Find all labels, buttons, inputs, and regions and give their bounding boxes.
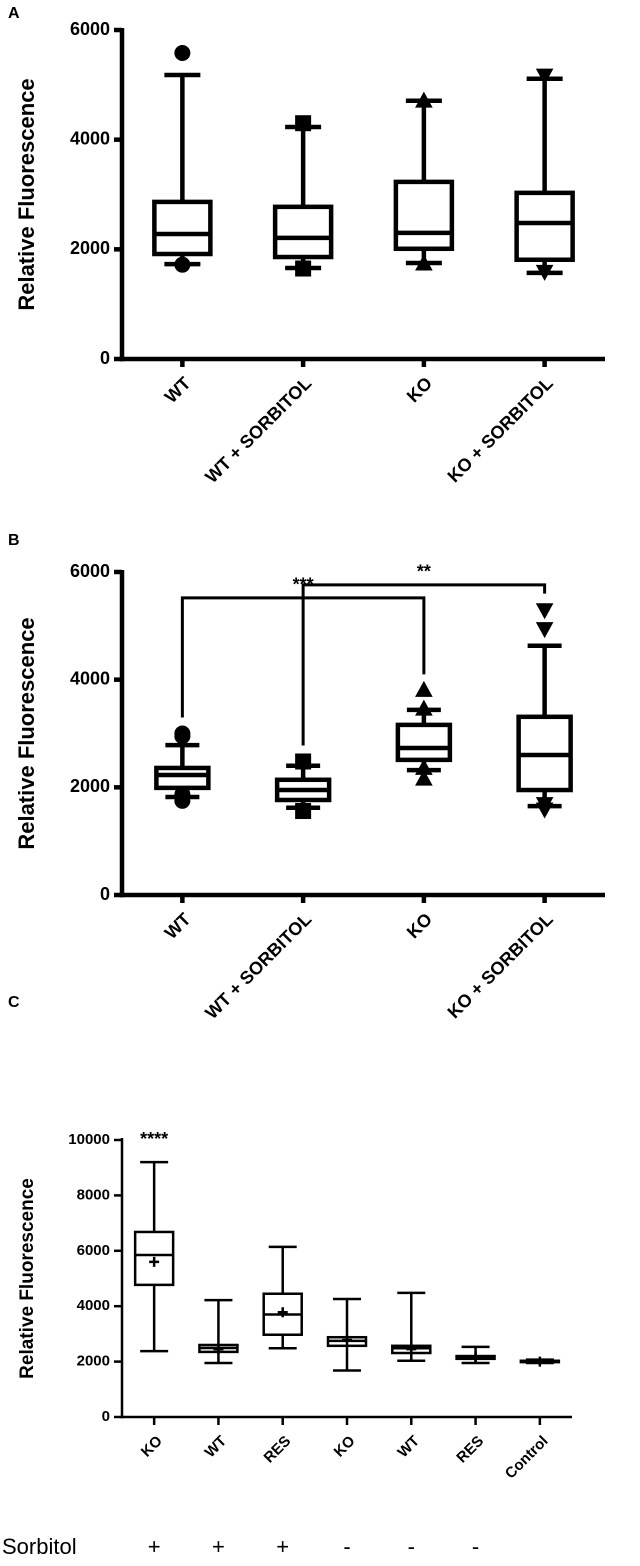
y-tick-label: 0 xyxy=(100,884,110,904)
x-tick-label: KO + SORBITOL xyxy=(444,909,557,1022)
whisker-high xyxy=(526,76,563,193)
outlier xyxy=(535,622,554,639)
outlier xyxy=(535,603,554,620)
outlier xyxy=(295,115,312,132)
y-tick-label: 0 xyxy=(102,1408,110,1425)
whisker-high xyxy=(405,98,442,182)
y-tick-label: 4000 xyxy=(77,1297,110,1314)
outlier xyxy=(174,45,191,62)
x-tick-label: KO xyxy=(403,909,436,942)
outlier xyxy=(174,792,191,809)
outlier xyxy=(535,68,554,85)
y-tick-label: 6000 xyxy=(77,1242,110,1259)
x-tick-label: KO + SORBITOL xyxy=(444,373,557,486)
y-axis-title: Relative Fluorescence xyxy=(17,1178,38,1379)
x-tick-label: WT + SORBITOL xyxy=(201,373,315,487)
y-tick-label: 0 xyxy=(100,348,110,368)
y-axis-title: Relative Fluorescence xyxy=(14,78,39,310)
mean xyxy=(470,1352,481,1363)
box xyxy=(395,722,453,763)
whisker-high xyxy=(164,72,201,202)
x-tick-label: WT xyxy=(161,909,195,943)
x-tick-label: RES xyxy=(261,1433,295,1467)
mean xyxy=(277,1307,288,1318)
y-tick-label: 4000 xyxy=(70,668,110,688)
whisker-high xyxy=(140,1160,169,1232)
box xyxy=(272,204,334,260)
panel-label: A xyxy=(8,5,20,22)
whisker-high xyxy=(397,1291,426,1346)
outlier xyxy=(295,753,312,770)
whisker-low xyxy=(268,1334,297,1350)
outlier xyxy=(535,802,554,819)
row-value: - xyxy=(343,1534,350,1559)
outlier xyxy=(415,91,433,108)
whisker-high xyxy=(333,1297,361,1338)
outlier xyxy=(415,758,433,775)
row-value: + xyxy=(276,1534,289,1559)
box xyxy=(154,765,211,791)
row-label: Sorbitol xyxy=(2,1534,77,1559)
outlier xyxy=(415,680,433,697)
y-tick-label: 6000 xyxy=(70,561,110,581)
y-tick-label: 10000 xyxy=(68,1131,110,1148)
mean xyxy=(213,1344,224,1355)
x-tick-label: WT xyxy=(394,1433,423,1462)
significance: ** xyxy=(417,562,431,582)
whisker-low xyxy=(140,1284,169,1353)
significance: **** xyxy=(140,1129,168,1149)
outlier xyxy=(415,769,433,786)
x-tick-label: Control xyxy=(502,1433,552,1483)
whisker-high xyxy=(285,124,322,207)
outlier xyxy=(174,728,191,745)
x-tick-label: KO xyxy=(138,1432,166,1460)
y-tick-label: 6000 xyxy=(70,19,110,39)
x-tick-label: WT xyxy=(202,1433,231,1462)
whisker-high xyxy=(204,1298,233,1345)
outlier xyxy=(174,256,191,273)
outlier xyxy=(415,254,433,271)
y-tick-label: 2000 xyxy=(70,238,110,258)
outlier xyxy=(415,699,433,716)
whisker-high xyxy=(268,1245,297,1294)
whisker-high xyxy=(527,643,562,717)
box xyxy=(393,179,455,252)
mean xyxy=(342,1334,352,1345)
y-tick-label: 2000 xyxy=(77,1353,110,1370)
panel-label: C xyxy=(8,994,20,1011)
y-tick-label: 2000 xyxy=(70,776,110,796)
bracket xyxy=(301,583,547,746)
x-tick-label: RES xyxy=(453,1433,487,1467)
whisker-low xyxy=(333,1345,361,1372)
x-tick-label: WT + SORBITOL xyxy=(201,909,315,1023)
x-tick-label: KO xyxy=(331,1432,359,1460)
mean xyxy=(406,1344,417,1355)
y-tick-label: 4000 xyxy=(70,128,110,148)
mean xyxy=(534,1356,545,1367)
box xyxy=(152,199,213,257)
row-value: + xyxy=(212,1534,225,1559)
y-tick-label: 8000 xyxy=(77,1186,110,1203)
x-tick-label: KO xyxy=(403,373,436,406)
outlier xyxy=(295,260,312,277)
x-tick-label: WT xyxy=(161,373,195,407)
y-axis-title: Relative Fluorescence xyxy=(14,617,39,849)
row-value: - xyxy=(408,1534,415,1559)
outlier xyxy=(535,264,554,281)
row-value: - xyxy=(472,1534,479,1559)
box xyxy=(514,190,575,263)
whisker-low xyxy=(397,1353,426,1363)
outlier xyxy=(295,803,312,820)
panel-label: B xyxy=(8,532,20,549)
mean xyxy=(149,1256,160,1267)
whisker-high xyxy=(165,742,200,768)
row-value: + xyxy=(148,1534,161,1559)
